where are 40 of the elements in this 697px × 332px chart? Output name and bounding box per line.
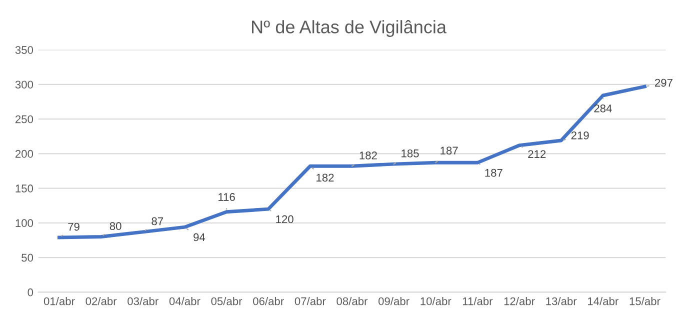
line-series [58,84,646,240]
y-tick-label: 300 [15,80,34,89]
x-tick-label: 03/abr [128,297,158,306]
data-label: 212 [528,150,546,158]
data-label: 182 [316,174,334,182]
y-tick-label: 50 [22,254,34,262]
data-label: 80 [110,222,122,230]
x-tick-label: 12/abr [504,297,535,306]
x-tick-label: 07/abr [294,297,326,306]
x-tick-label: 11/abr [462,297,493,306]
x-tick-label: 06/abr [253,297,284,306]
data-label: 297 [655,78,672,87]
x-tick-label: 02/abr [86,297,117,306]
data-label: 185 [402,149,419,158]
data-label: 79 [68,222,80,231]
y-tick-label: 100 [16,219,34,228]
data-label: 87 [152,217,164,226]
data-label: 284 [594,104,612,112]
x-tick-label: 15/abr [630,297,660,306]
y-tick-label: 0 [28,288,34,296]
data-label: 187 [485,168,502,177]
x-tick-label: 01/abr [44,297,75,306]
y-tick-label: 350 [15,46,34,54]
x-tick-label: 05/abr [211,297,242,306]
x-tick-label: 14/abr [588,297,618,306]
x-tick-label: 08/abr [336,297,368,306]
data-label: 94 [194,233,206,242]
y-tick-label: 150 [16,184,34,192]
data-label: 120 [276,215,294,224]
x-tick-label: 13/abr [546,297,577,306]
x-tick-label: 04/abr [169,297,200,306]
data-label: 219 [571,131,589,140]
data-label: 187 [440,146,458,155]
y-tick-label: 250 [15,115,34,124]
y-tick-label: 200 [15,150,34,158]
x-tick-label: 09/abr [378,297,410,306]
chart-title: Nº de Altas de Vigilância [252,20,446,37]
data-label: 116 [218,193,235,201]
x-tick-label: 10/abr [420,297,452,306]
data-label: 182 [360,152,377,160]
